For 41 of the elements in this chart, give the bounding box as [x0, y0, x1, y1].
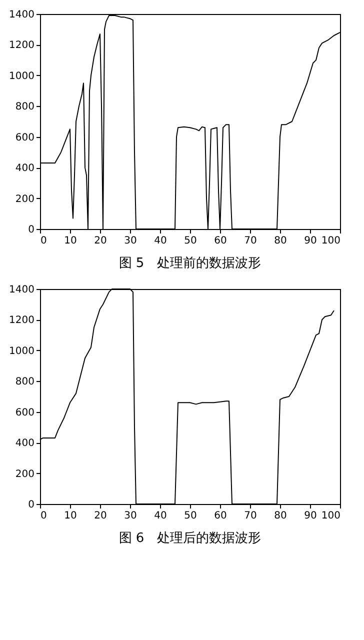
x-tick-label: 80 [274, 236, 287, 246]
x-tick-label: 10 [64, 236, 77, 246]
y-tick-label: 1200 [9, 315, 34, 326]
x-tick-label: 70 [244, 510, 257, 522]
y-tick-label: 200 [15, 194, 34, 205]
x-tick-label: 80 [274, 510, 287, 522]
x-tick-label: 100 [321, 510, 340, 522]
x-tick-label: 30 [124, 236, 137, 246]
x-tick-label: 50 [184, 236, 197, 246]
x-tick-label: 60 [214, 510, 227, 522]
y-tick-label: 1000 [9, 70, 34, 82]
x-tick-label: 10 [64, 510, 77, 522]
x-tick-label: 30 [124, 510, 137, 522]
x-tick-label: 40 [154, 236, 167, 246]
y-tick-label: 1200 [9, 40, 34, 52]
y-tick-label: 400 [15, 163, 34, 174]
x-tick-label: 60 [214, 236, 227, 246]
x-tick-label: 70 [244, 236, 257, 246]
x-tick-label: 90 [304, 510, 317, 522]
x-tick-label: 40 [154, 510, 167, 522]
x-tick-label: 0 [40, 236, 47, 246]
y-tick-label: 1400 [9, 10, 34, 20]
y-tick-label: 0 [28, 500, 34, 510]
y-tick-label: 800 [15, 102, 34, 113]
x-tick-label: 90 [304, 236, 317, 246]
x-tick-label: 100 [321, 236, 340, 246]
text: 图 6 处理后的数据波形 [118, 531, 262, 546]
y-tick-label: 1400 [9, 284, 34, 296]
y-tick-label: 800 [15, 376, 34, 388]
text: 图 5 处理前的数据波形 [118, 256, 262, 271]
line-series [40, 15, 340, 230]
y-tick-label: 600 [15, 407, 34, 418]
y-tick-label: 600 [15, 132, 34, 144]
y-tick-label: 200 [15, 468, 34, 480]
y-tick-label: 400 [15, 438, 34, 450]
x-tick-label: 0 [40, 510, 47, 522]
x-tick-label: 50 [184, 510, 197, 522]
x-tick-label: 20 [94, 236, 107, 246]
x-tick-label: 20 [94, 510, 107, 522]
y-tick-label: 1000 [9, 346, 34, 357]
y-tick-label: 0 [28, 224, 34, 236]
